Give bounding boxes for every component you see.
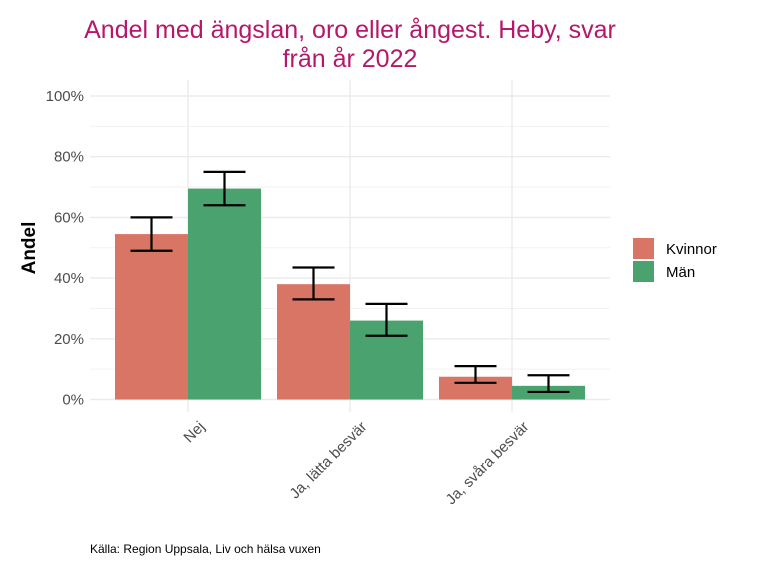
caption: Källa: Region Uppsala, Liv och hälsa vux… (90, 542, 321, 556)
bar-m-n-0 (188, 188, 261, 400)
bar-kvinnor-0 (115, 234, 188, 400)
error-bar (292, 266, 335, 301)
y-tick-label: 100% (46, 88, 84, 105)
chart-title-line-1: Andel med ängslan, oro eller ångest. Heb… (84, 16, 616, 44)
legend-label: Män (666, 264, 695, 281)
x-tick-label: Ja, lätta besvär (286, 418, 370, 502)
chart-title-line-2: från år 2022 (283, 45, 418, 73)
legend-swatch (633, 238, 654, 259)
y-tick-label: 80% (54, 149, 84, 166)
bar-kvinnor-1 (277, 284, 350, 400)
plot-area: 0% 20% 40% 60% 80% 100% Nej Ja, lätta besvär Ja,… (46, 80, 610, 508)
y-tick-label: 20% (54, 331, 84, 348)
y-tick-label: 40% (54, 270, 84, 287)
legend-label: Kvinnor (666, 241, 717, 258)
legend: Kvinnor Män (633, 238, 717, 282)
error-bar (454, 365, 497, 384)
y-tick-label: 0% (62, 392, 84, 409)
y-tick-label: 60% (54, 209, 84, 226)
error-bar (365, 302, 408, 337)
error-bar (203, 170, 246, 207)
x-tick-label: Ja, svåra besvär (443, 418, 533, 508)
legend-swatch (633, 261, 654, 282)
y-axis-label: Andel (19, 222, 40, 275)
error-bar (130, 216, 173, 252)
error-bar (527, 374, 570, 394)
x-tick-label: Nej (180, 418, 208, 446)
